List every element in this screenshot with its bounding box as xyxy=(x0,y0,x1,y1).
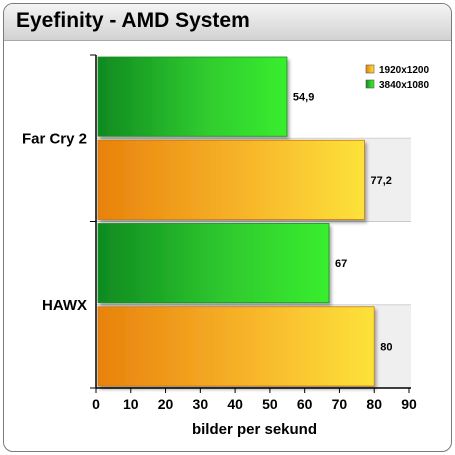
x-tick-label: 90 xyxy=(401,396,417,412)
legend-swatch xyxy=(365,64,375,74)
legend-swatch xyxy=(365,79,375,89)
x-tick-label: 70 xyxy=(332,396,348,412)
category-label: HAWX xyxy=(42,297,87,314)
x-tick-label: 20 xyxy=(158,396,174,412)
data-label: 54,9 xyxy=(293,92,314,104)
x-tick-label: 10 xyxy=(123,396,139,412)
x-axis-label: bilder per sekund xyxy=(192,421,317,438)
x-tick-label: 60 xyxy=(297,396,313,412)
x-tick-label: 30 xyxy=(193,396,209,412)
x-tick-label: 40 xyxy=(227,396,243,412)
x-tick-label: 50 xyxy=(262,396,278,412)
bar xyxy=(97,223,330,304)
category-label: Far Cry 2 xyxy=(22,130,87,147)
data-label: 77,2 xyxy=(370,175,391,187)
data-label: 67 xyxy=(335,258,347,270)
x-tick-label: 0 xyxy=(92,396,100,412)
legend-label: 1920x1200 xyxy=(379,65,429,76)
bar xyxy=(97,306,375,387)
bar xyxy=(97,139,365,220)
bar xyxy=(97,56,288,137)
x-tick-label: 80 xyxy=(366,396,382,412)
chart-title: Eyefinity - AMD System xyxy=(16,9,250,32)
chart-header: Eyefinity - AMD System xyxy=(4,4,451,41)
data-label: 80 xyxy=(380,341,392,353)
legend-label: 3840x1080 xyxy=(379,80,429,91)
